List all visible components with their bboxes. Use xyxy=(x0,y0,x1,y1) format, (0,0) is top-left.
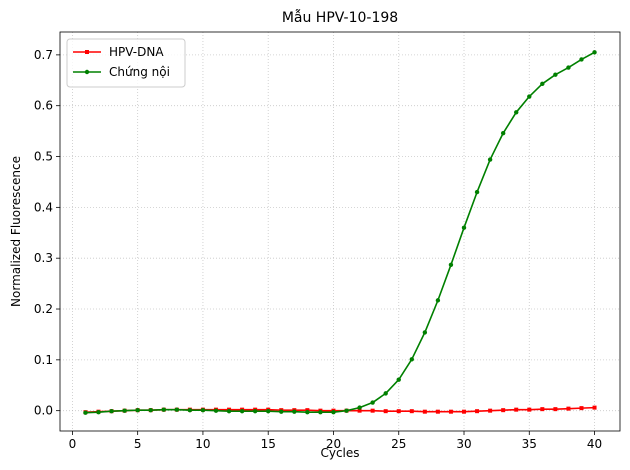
data-point xyxy=(435,409,440,414)
data-point xyxy=(174,407,180,412)
data-point xyxy=(514,407,519,412)
x-tick-label: 5 xyxy=(134,437,142,451)
data-point xyxy=(448,409,453,414)
data-point xyxy=(279,409,284,414)
y-tick-label: 0.4 xyxy=(34,200,53,214)
legend-marker xyxy=(85,50,89,54)
data-point xyxy=(474,189,480,195)
x-axis: 0 5 10 15 20 25 30 35 40 xyxy=(69,431,602,451)
data-point xyxy=(396,409,401,414)
data-point xyxy=(109,408,114,414)
plot-frame xyxy=(59,31,621,432)
data-point xyxy=(292,409,297,414)
data-point xyxy=(448,262,454,267)
data-point xyxy=(252,408,258,414)
data-point xyxy=(422,330,428,335)
data-point xyxy=(579,406,584,411)
data-point xyxy=(527,407,532,412)
data-point xyxy=(396,377,401,382)
x-axis-title: Cycles xyxy=(320,446,359,460)
data-point xyxy=(540,81,545,87)
legend-frame xyxy=(66,38,186,88)
data-point xyxy=(422,409,427,414)
data-point xyxy=(514,110,519,115)
data-point xyxy=(501,408,506,413)
data-point xyxy=(462,409,467,414)
data-point xyxy=(357,405,362,410)
data-point xyxy=(487,157,493,162)
data-point xyxy=(527,94,532,99)
x-tick-label: 0 xyxy=(69,437,77,451)
data-point xyxy=(200,407,206,413)
y-tick-label: 0.2 xyxy=(34,302,53,316)
x-tick-label: 10 xyxy=(195,437,210,451)
x-tick-label: 30 xyxy=(456,437,471,451)
y-tick-label: 0.6 xyxy=(34,99,53,113)
data-point xyxy=(148,407,153,413)
data-point xyxy=(383,391,388,396)
data-point xyxy=(239,408,245,414)
data-point xyxy=(83,410,88,415)
legend-marker xyxy=(84,69,90,75)
data-point xyxy=(305,409,310,415)
plot-area xyxy=(83,50,597,415)
x-tick-label: 35 xyxy=(522,437,537,451)
data-point xyxy=(409,357,414,362)
y-tick-label: 0.7 xyxy=(34,48,53,62)
data-point xyxy=(435,298,441,303)
data-point xyxy=(461,225,467,230)
data-point xyxy=(357,408,362,413)
y-axis-title: Normalized Fluorescence xyxy=(9,156,23,307)
series-2 xyxy=(83,50,597,415)
legend-label: HPV-DNA xyxy=(109,45,164,59)
data-point xyxy=(553,72,558,77)
data-point xyxy=(226,408,232,414)
series-line xyxy=(85,51,595,414)
data-point xyxy=(383,409,388,414)
data-point xyxy=(592,405,597,410)
data-point xyxy=(331,409,336,415)
data-point xyxy=(187,407,193,413)
data-point xyxy=(122,408,127,413)
x-tick-label: 15 xyxy=(261,437,276,451)
data-point xyxy=(579,57,584,62)
data-point xyxy=(553,407,558,412)
legend-label: Chứng nội xyxy=(109,65,170,79)
data-point xyxy=(96,409,101,415)
y-tick-label: 0.5 xyxy=(34,150,53,164)
legend-item: Chứng nội xyxy=(73,65,170,79)
data-point xyxy=(370,408,375,413)
y-tick-label: 0.0 xyxy=(34,404,53,418)
data-point xyxy=(409,409,414,414)
y-tick-label: 0.1 xyxy=(34,353,53,367)
data-point xyxy=(566,65,571,70)
x-tick-label: 20 xyxy=(326,437,341,451)
data-point xyxy=(566,406,571,411)
data-point xyxy=(500,130,506,136)
data-point xyxy=(266,408,271,414)
data-point xyxy=(370,400,375,405)
data-point xyxy=(213,408,219,413)
x-tick-label: 40 xyxy=(587,437,602,451)
data-point xyxy=(475,409,480,414)
data-point xyxy=(488,408,493,413)
legend: HPV-DNA Chứng nội xyxy=(66,38,186,88)
x-tick-label: 25 xyxy=(391,437,406,451)
data-point xyxy=(592,50,597,55)
chart-title: Mẫu HPV-10-198 xyxy=(282,9,398,26)
data-point xyxy=(318,409,323,415)
legend-item: HPV-DNA xyxy=(73,45,164,59)
data-point xyxy=(344,408,349,413)
data-point xyxy=(161,407,166,412)
data-point xyxy=(135,407,140,413)
y-axis: 0.0 0.1 0.2 0.3 0.4 0.5 0.6 0.7 xyxy=(34,48,60,418)
y-tick-label: 0.3 xyxy=(34,251,53,265)
data-point xyxy=(540,407,545,412)
